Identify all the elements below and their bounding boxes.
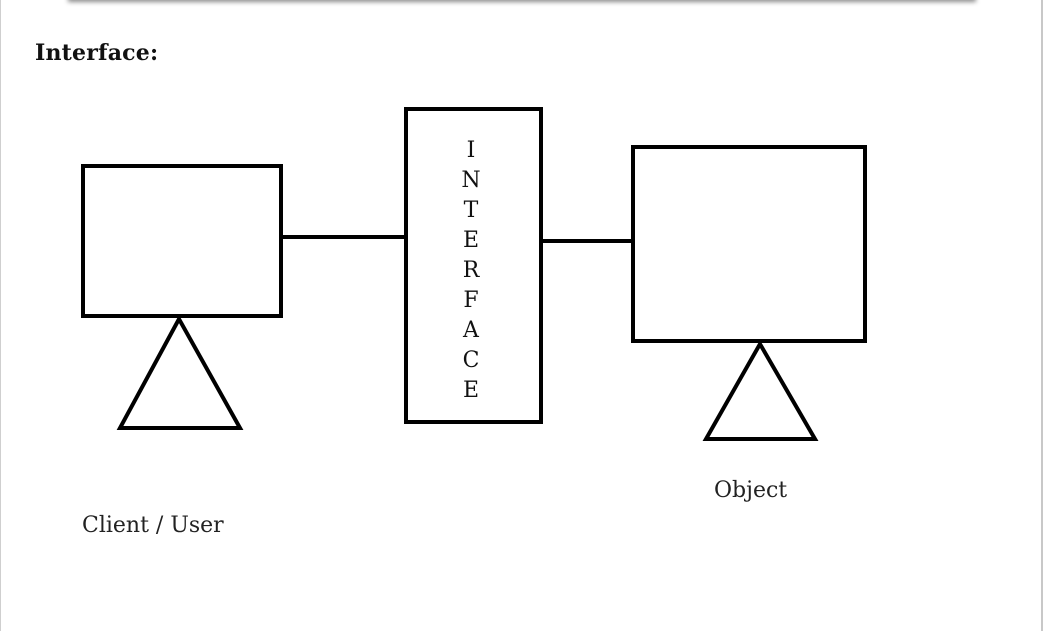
interface-letter: E [463, 228, 479, 253]
interface-letter: A [462, 318, 480, 343]
object-label: Object [714, 478, 788, 503]
left-page-edge [0, 0, 1, 631]
interface-box [404, 107, 543, 424]
object-box [631, 145, 867, 343]
right-page-edge [1041, 0, 1043, 631]
interface-letter: T [464, 198, 479, 223]
interface-letter: C [463, 348, 480, 373]
client-stand-triangle [116, 314, 244, 430]
interface-letter: R [463, 258, 481, 283]
section-heading: Interface: [35, 40, 159, 66]
interface-letter: E [463, 378, 479, 403]
client-box [81, 164, 283, 318]
client-user-label: Client / User [82, 513, 224, 538]
interface-letter: I [467, 138, 476, 163]
interface-letter: F [463, 288, 478, 313]
object-stand-triangle [702, 339, 819, 441]
interface-letter: N [461, 168, 480, 193]
